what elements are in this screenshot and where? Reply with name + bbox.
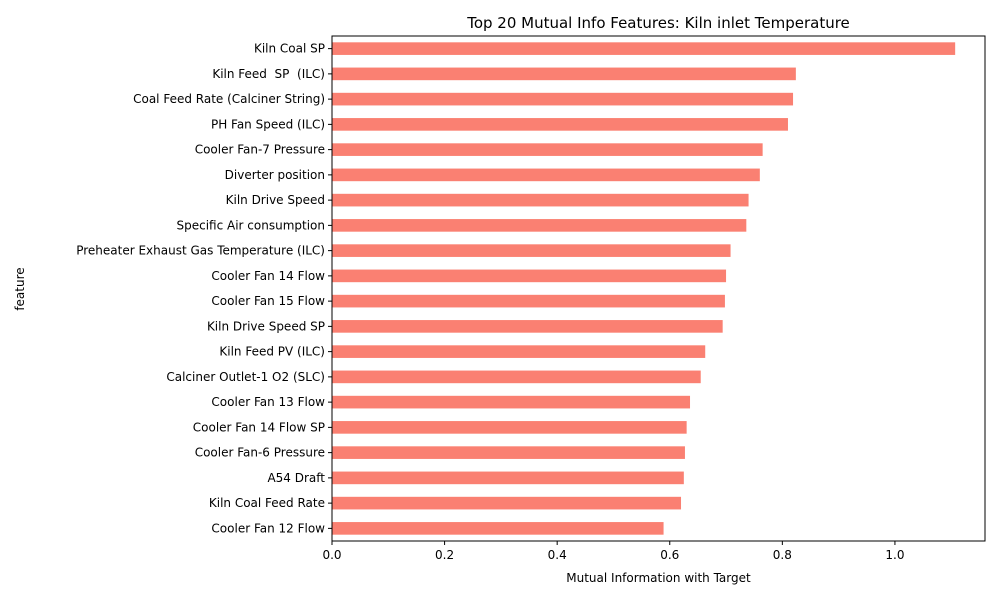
bar: [332, 42, 956, 55]
x-tick-label: 0.2: [435, 548, 454, 562]
bar: [332, 395, 691, 409]
bar: [332, 320, 723, 333]
x-tick-label: 0.0: [322, 548, 341, 562]
x-tick-label: 0.8: [773, 548, 792, 562]
bar: [332, 244, 731, 257]
y-tick-label: Cooler Fan 15 Flow: [211, 294, 325, 308]
y-tick-label: A54 Draft: [267, 471, 325, 485]
y-tick-label: Kiln Feed SP (ILC): [212, 67, 325, 81]
y-tick-label: Cooler Fan-7 Pressure: [195, 143, 325, 157]
y-tick-label: Kiln Coal Feed Rate: [209, 496, 325, 510]
y-tick-label: PH Fan Speed (ILC): [211, 117, 325, 131]
bar: [332, 219, 747, 232]
bar: [332, 522, 664, 535]
y-tick-label: Kiln Drive Speed SP: [207, 319, 325, 333]
x-tick-label: 0.4: [548, 548, 567, 562]
y-tick-label: Cooler Fan 14 Flow: [211, 269, 325, 283]
y-axis-label: feature: [13, 267, 27, 310]
bar: [332, 421, 687, 434]
bar: [332, 118, 788, 131]
y-tick-label: Cooler Fan 14 Flow SP: [193, 420, 325, 434]
bar: [332, 269, 727, 283]
bar: [332, 294, 725, 308]
y-tick-label: Preheater Exhaust Gas Temperature (ILC): [76, 244, 325, 258]
bar: [332, 92, 794, 106]
y-tick-label: Kiln Drive Speed: [226, 193, 325, 207]
bar: [332, 370, 701, 384]
bar: [332, 471, 684, 485]
bar: [332, 168, 760, 182]
bar: [332, 345, 706, 358]
y-tick-label: Diverter position: [225, 168, 325, 182]
bar: [332, 67, 796, 81]
x-tick-label: 0.6: [660, 548, 679, 562]
plot-frame: [331, 35, 986, 542]
plot-area: Kiln Coal SP Kiln Feed SP (ILC) Coal Feed …: [76, 35, 986, 562]
x-tick-label: 1.0: [885, 548, 904, 562]
x-axis-label: Mutual Information with Target: [566, 571, 751, 585]
bar: [332, 446, 685, 459]
y-tick-label: Coal Feed Rate (Calciner String): [133, 92, 325, 106]
bar: [332, 193, 749, 207]
bar: [332, 143, 763, 156]
y-tick-label: Cooler Fan 13 Flow: [211, 395, 325, 409]
y-tick-label: Kiln Coal SP: [254, 42, 325, 56]
y-tick-label: Cooler Fan-6 Pressure: [195, 446, 325, 460]
y-tick-label: Specific Air consumption: [176, 218, 325, 232]
chart-title: Top 20 Mutual Info Features: Kiln inlet …: [466, 14, 850, 32]
y-tick-label: Calciner Outlet-1 O2 (SLC): [166, 370, 325, 384]
bar: [332, 496, 682, 510]
y-tick-label: Cooler Fan 12 Flow: [211, 521, 325, 535]
y-tick-label: Kiln Feed PV (ILC): [219, 345, 325, 359]
